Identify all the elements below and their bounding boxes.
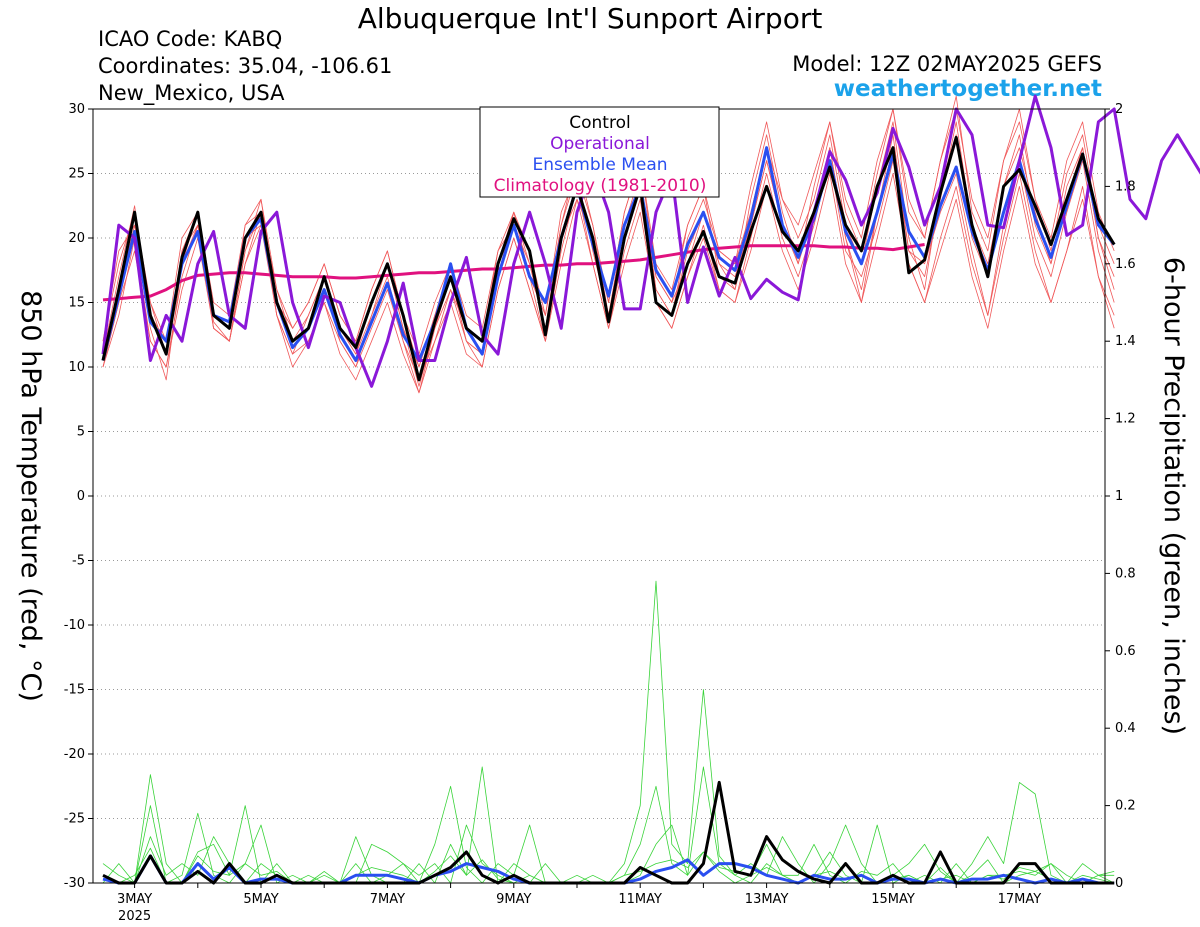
y-right-tick-label: 0 (1115, 876, 1123, 891)
legend-box (479, 106, 720, 198)
legend-operational: Operational (550, 134, 650, 154)
region-label: New_Mexico, USA (98, 81, 285, 105)
chart-title: Albuquerque Int'l Sunport Airport (357, 2, 823, 35)
y-left-tick-label: 0 (77, 489, 85, 504)
control-temp-line (101, 135, 1116, 382)
icao-code-label: ICAO Code: KABQ (98, 27, 283, 51)
x-tick-label: 13MAY (745, 892, 789, 907)
y-left-tick-label: -30 (64, 876, 85, 891)
main-series-lines (101, 94, 1200, 885)
x-tick-label: 11MAY (618, 892, 662, 907)
y-right-tick-label: 0.2 (1115, 799, 1136, 814)
y-right-tick-label: 1 (1115, 489, 1123, 504)
chart-axes: -30-25-20-15-10-505101520253000.20.40.60… (64, 102, 1136, 924)
x-tick-label: 17MAY (998, 892, 1042, 907)
control-precip-line (102, 780, 1115, 885)
y-right-tick-label: 1.4 (1115, 334, 1136, 349)
precip-member-line (102, 766, 1115, 884)
y-left-tick-label: 25 (68, 167, 85, 182)
legend-climatology: Climatology (1981-2010) (494, 176, 707, 196)
precip-member-line (102, 580, 1115, 884)
x-tick-label: 7MAY (370, 892, 405, 907)
coordinates-label: Coordinates: 35.04, -106.61 (98, 54, 393, 78)
y-axis-label-right: 6-hour Precipitation (green, inches) (1158, 257, 1189, 735)
y-right-tick-label: 1.6 (1115, 257, 1136, 272)
y-right-tick-label: 2 (1115, 102, 1123, 117)
operational-temp-line (101, 94, 1200, 388)
legend-control: Control (569, 113, 630, 133)
y-right-tick-label: 0.6 (1115, 644, 1136, 659)
y-left-tick-label: 5 (77, 425, 85, 440)
y-left-tick-label: 10 (68, 360, 85, 375)
y-left-tick-label: -20 (64, 747, 85, 762)
y-left-tick-label: 30 (68, 102, 85, 117)
y-left-tick-label: -25 (64, 812, 85, 827)
y-axis-label-left: 850 hPa Temperature (red, °C) (15, 290, 46, 702)
temp-member-line (102, 173, 1115, 394)
y-left-tick-label: -15 (64, 683, 85, 698)
x-tick-label: 5MAY (243, 892, 278, 907)
y-right-tick-label: 0.4 (1115, 721, 1136, 736)
x-tick-label: 3MAY (117, 892, 152, 907)
y-right-tick-label: 1.8 (1115, 179, 1136, 194)
y-left-tick-label: 15 (68, 296, 85, 311)
legend: Control Operational Ensemble Mean Climat… (479, 106, 720, 198)
x-year-label: 2025 (118, 909, 151, 924)
model-run-label: Model: 12Z 02MAY2025 GEFS (792, 52, 1102, 76)
y-right-tick-label: 0.8 (1115, 566, 1136, 581)
legend-ensemble-mean: Ensemble Mean (532, 155, 667, 175)
ensemble-mean-precip-line (102, 854, 1115, 885)
x-tick-label: 9MAY (496, 892, 531, 907)
y-left-tick-label: 20 (68, 231, 85, 246)
y-left-tick-label: -10 (64, 618, 85, 633)
x-tick-label: 15MAY (871, 892, 915, 907)
chart-gridlines (93, 173, 1105, 819)
precip-member-lines (102, 580, 1115, 884)
y-left-tick-label: -5 (72, 554, 85, 569)
precip-member-line (102, 766, 1115, 884)
website-link[interactable]: weathertogether.net (833, 76, 1102, 102)
y-right-tick-label: 1.2 (1115, 412, 1136, 427)
